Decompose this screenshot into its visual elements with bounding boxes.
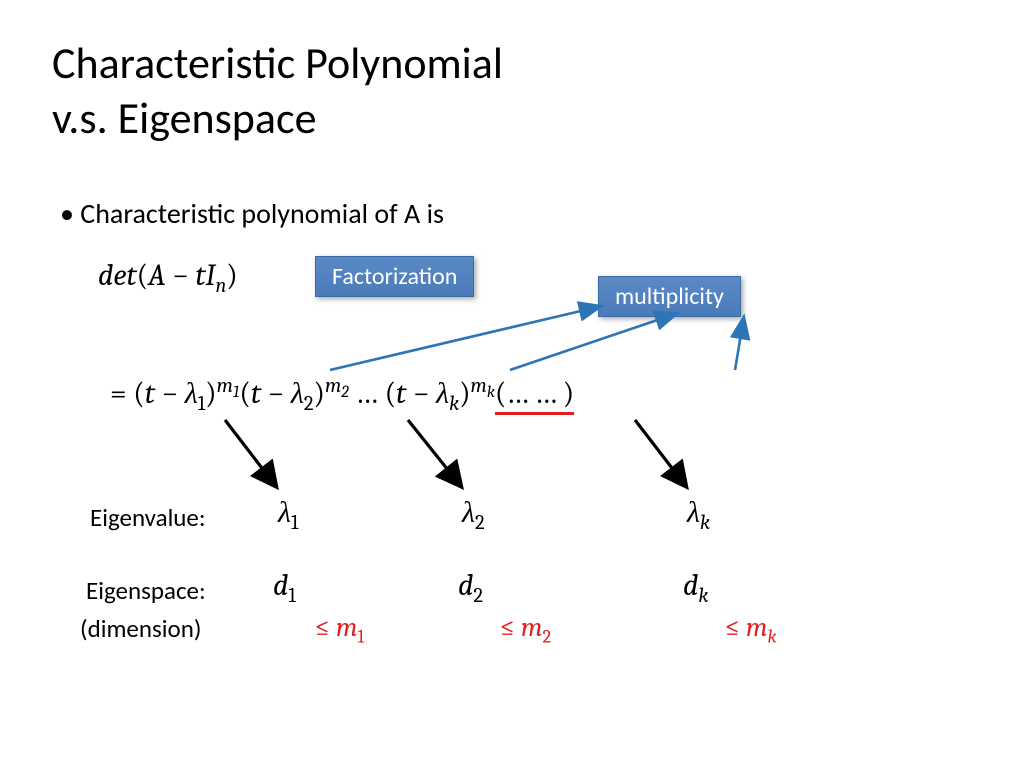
dimension-label-text: (dimension) [80, 613, 201, 644]
eigenspace-2: d2 [458, 568, 483, 608]
l1: λ [185, 376, 198, 411]
dimension-label: (dimension) [80, 613, 201, 644]
eigenvalue-1: λ1 [278, 495, 298, 535]
bullet-text: Characteristic polynomial of A is [80, 196, 444, 231]
arrow-m2-to-multiplicity [510, 313, 678, 370]
title-line-2: v.s. Eigenspace [52, 91, 316, 145]
det-identity: I [206, 258, 216, 293]
d2s: 2 [473, 585, 483, 608]
ev1l: λ [278, 495, 291, 530]
arrow-term2-to-ev2 [408, 420, 460, 485]
arrow-m1-to-multiplicity [330, 306, 602, 370]
lks: k [449, 393, 459, 416]
eigenvalue-label-text: Eigenvalue: [90, 502, 206, 533]
slide-title: Characteristic Polynomial v.s. Eigenspac… [52, 36, 503, 146]
det-func: det [98, 258, 137, 293]
m2s: 2 [341, 383, 349, 402]
ineq-1: ≤ m1 [315, 612, 364, 647]
ineq-2: ≤ m2 [500, 612, 551, 647]
eigenspace-1: d1 [273, 568, 296, 608]
tail-paren: (… … ) [495, 376, 574, 415]
lk: λ [436, 376, 449, 411]
dks: k [698, 585, 708, 608]
factorization-badge: Factorization [315, 256, 474, 297]
eigenspace-label-text: Eigenspace: [86, 575, 206, 606]
eigenvalue-k: λk [687, 495, 710, 535]
bullet-point: Characteristic polynomial of A is [60, 196, 444, 231]
ineq-k: ≤ mk [725, 612, 777, 647]
eq-sign: = [110, 376, 127, 411]
evks: k [700, 512, 710, 535]
factored-expression: = (t − λ1)m1(t − λ2)m2 … (t − λk)mk(… … … [110, 375, 574, 416]
mk: m [471, 375, 487, 398]
mks: k [487, 383, 495, 402]
eigenspace-k: dk [683, 568, 708, 608]
imk: k [768, 625, 777, 647]
ellipsis: … [355, 376, 378, 411]
multiplicity-label: multiplicity [615, 282, 724, 311]
arrow-term1-to-ev1 [225, 420, 275, 485]
m1: m [217, 375, 233, 398]
ev1s: 1 [291, 512, 298, 535]
det-matrix: A [148, 258, 165, 293]
title-line-1: Characteristic Polynomial [52, 36, 503, 90]
det-var: t [195, 258, 205, 293]
det-expression: det(A − tIn) [98, 258, 238, 298]
arrow-mk-to-multiplicity [735, 316, 744, 370]
eigenvalue-label: Eigenvalue: [90, 502, 206, 533]
l2: λ [291, 376, 304, 411]
m2: m [325, 375, 341, 398]
tk: t [396, 376, 406, 411]
d1s: 1 [288, 585, 295, 608]
evkl: λ [687, 495, 700, 530]
multiplicity-badge: multiplicity [598, 276, 741, 317]
eigenvalue-2: λ2 [462, 495, 485, 535]
im1: 1 [358, 625, 365, 647]
ev2s: 2 [475, 512, 485, 535]
t1: t [145, 376, 155, 411]
im2: 2 [543, 625, 552, 647]
ev2l: λ [462, 495, 475, 530]
det-identity-sub: n [215, 275, 226, 298]
arrow-termk-to-evk [635, 420, 685, 485]
eigenspace-label: Eigenspace: [86, 575, 206, 606]
factorization-label: Factorization [332, 262, 457, 291]
l2s: 2 [304, 393, 314, 416]
t2: t [251, 376, 261, 411]
